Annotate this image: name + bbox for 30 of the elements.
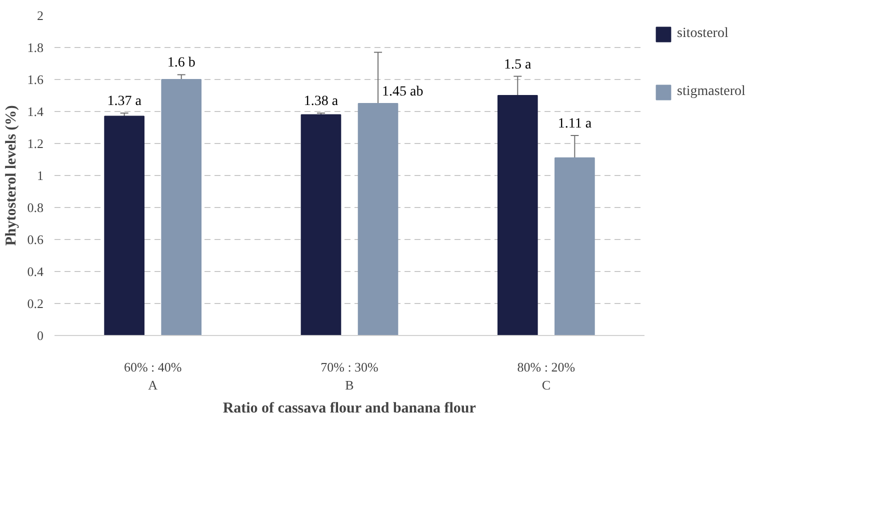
y-tick-label: 0.8 <box>27 200 44 215</box>
data-label: 1.6 b <box>167 56 196 71</box>
x-tick-label: 60% : 40% A <box>124 360 182 392</box>
x-tick-label: 70% : 30% B <box>320 360 379 392</box>
x-axis-title: Ratio of cassava flour and banana flour <box>222 400 476 416</box>
bar <box>300 114 342 336</box>
bar <box>358 103 398 336</box>
y-axis-title: Phytosterol levels (%) <box>3 105 20 246</box>
data-label: 1.37 a <box>107 94 142 110</box>
data-label: 1.38 a <box>304 94 339 110</box>
bar <box>104 116 144 336</box>
data-label: 1.11 a <box>558 116 592 132</box>
y-tick-label: 0.4 <box>27 264 44 279</box>
y-tick-label: 1.4 <box>27 104 44 119</box>
x-tick-label: 80% : 20% C <box>517 360 576 392</box>
bar <box>497 95 538 336</box>
data-label: 1.45 ab <box>382 84 424 100</box>
legend-label: stigmasterol <box>677 84 746 100</box>
y-tick-label: 0.6 <box>27 232 44 247</box>
legend-label: sitosterol <box>677 26 728 42</box>
bar <box>161 79 202 336</box>
y-tick-label: 2 <box>37 8 44 23</box>
y-tick-label: 1.6 <box>27 72 44 87</box>
y-tick-label: 1.2 <box>27 136 44 151</box>
bar <box>554 157 595 336</box>
y-tick-label: 1 <box>37 168 44 183</box>
data-label: 1.5 a <box>504 57 532 72</box>
y-tick-label: 0 <box>37 328 44 343</box>
y-tick-label: 0.2 <box>27 296 44 311</box>
y-tick-label: 1.8 <box>27 40 44 55</box>
